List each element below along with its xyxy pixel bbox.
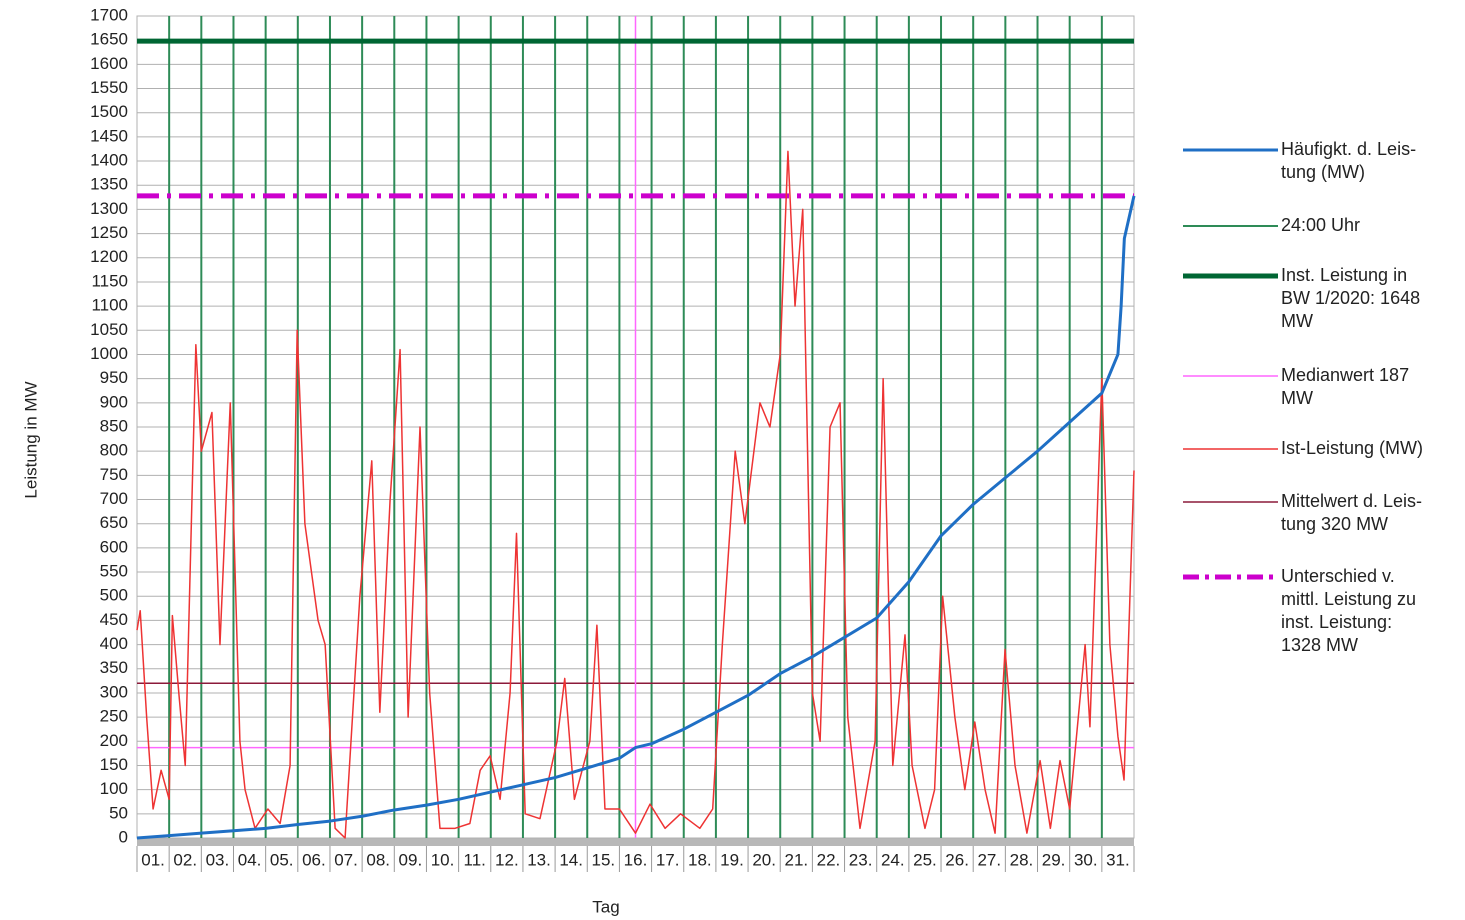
y-tick-label: 1300 [90,199,128,218]
y-tick-label: 100 [100,779,128,798]
legend-label: Medianwert 187 MW [1281,365,1410,408]
x-tick-label: 12. [495,850,519,869]
y-tick-label: 900 [100,392,128,411]
x-tick-label: 31. [1106,850,1130,869]
y-tick-label: 300 [100,682,128,701]
x-tick-label: 03. [206,850,230,869]
y-tick-label: 1400 [90,151,128,170]
legend-entry: Unterschied v. mittl. Leistung zu inst. … [1183,565,1463,665]
x-tick-label: 08. [366,850,390,869]
y-tick-label: 1000 [90,344,128,363]
y-tick-label: 1150 [91,271,128,290]
y-tick-label: 1650 [90,30,128,49]
x-tick-label: 26. [945,850,969,869]
legend-swatch [1183,574,1278,580]
x-tick-label: 27. [977,850,1001,869]
y-tick-label: 750 [100,465,128,484]
y-tick-label: 1200 [90,247,128,266]
x-tick-label: 28. [1010,850,1034,869]
y-tick-label: 1100 [91,296,128,315]
legend-label: Mittelwert d. Leis- tung 320 MW [1281,491,1423,534]
y-tick-label: 1600 [90,54,128,73]
series-line [136,195,1136,840]
series-line [136,150,1135,839]
y-tick-label: 600 [100,537,128,556]
x-tick-label: 06. [302,850,326,869]
x-tick-label: 22. [817,850,841,869]
legend-swatch [1183,448,1278,450]
x-tick-label: 07. [334,850,358,869]
x-tick-label: 24. [881,850,905,869]
legend-entry: Inst. Leistung in BW 1/2020: 1648 MW [1183,264,1463,364]
legend-swatch [1183,148,1278,152]
y-tick-label: 500 [100,586,128,605]
legend-entry: Häufigkt. d. Leis- tung (MW) [1183,138,1463,238]
legend-swatch [1183,225,1278,227]
x-tick-label: 15. [592,850,616,869]
legend-label: Ist-Leistung (MW) [1281,438,1424,458]
y-tick-label: 1350 [90,175,128,194]
x-tick-label: 23. [849,850,873,869]
x-tick-label: 25. [913,850,937,869]
legend-entry: Ist-Leistung (MW) [1183,437,1463,537]
x-tick-label: 10. [431,850,455,869]
legend-entry: 24:00 Uhr [1183,214,1463,314]
y-tick-label: 50 [109,803,128,822]
y-tick-label: 550 [100,562,128,581]
x-tick-label: 17. [656,850,680,869]
legend-entry: Mittelwert d. Leis- tung 320 MW [1183,490,1463,590]
y-tick-label: 700 [100,489,128,508]
x-tick-label: 11. [464,850,486,869]
legend-label: 24:00 Uhr [1281,215,1361,235]
y-tick-label: 850 [100,416,128,435]
y-tick-label: 0 [119,827,128,846]
legend-swatch [1183,273,1278,279]
x-tick-label: 14. [559,850,583,869]
y-tick-label: 1450 [90,126,128,145]
legend-swatch [1183,375,1278,377]
y-tick-label: 950 [100,368,128,387]
axis-band [137,838,1134,846]
y-tick-label: 1500 [90,102,128,121]
y-tick-label: 350 [100,658,128,677]
y-tick-label: 450 [100,610,128,629]
x-tick-label: 19. [720,850,744,869]
y-tick-label: 650 [100,513,128,532]
legend-label: Inst. Leistung in BW 1/2020: 1648 MW [1281,265,1421,331]
y-axis-label: Leistung in MW [21,381,40,498]
y-tick-label: 400 [100,634,128,653]
x-tick-label: 21. [784,850,808,869]
x-tick-label: 18. [688,850,712,869]
y-tick-label: 250 [100,707,128,726]
x-tick-label: 01. [141,850,165,869]
legend-label: Unterschied v. mittl. Leistung zu inst. … [1281,566,1417,655]
y-tick-label: 1700 [90,5,128,24]
x-tick-label: 16. [624,850,648,869]
y-tick-label: 1250 [90,223,128,242]
y-tick-label: 1050 [90,320,128,339]
y-tick-label: 200 [100,731,128,750]
legend-swatch [1183,501,1278,503]
y-tick-label: 800 [100,441,128,460]
x-tick-label: 09. [399,850,423,869]
x-tick-label: 30. [1074,850,1098,869]
x-tick-label: 29. [1042,850,1066,869]
legend-entry: Medianwert 187 MW [1183,364,1463,464]
x-tick-label: 05. [270,850,294,869]
x-tick-label: 20. [752,850,776,869]
y-tick-label: 1550 [90,78,128,97]
x-axis-label: Tag [592,897,619,916]
x-tick-label: 04. [238,850,262,869]
x-tick-label: 02. [173,850,197,869]
legend-label: Häufigkt. d. Leis- tung (MW) [1281,139,1417,182]
y-tick-label: 150 [100,755,128,774]
x-tick-label: 13. [527,850,551,869]
